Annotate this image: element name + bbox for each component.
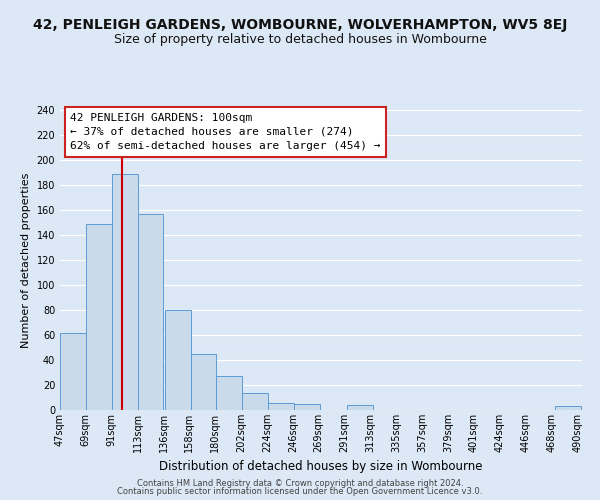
Text: Size of property relative to detached houses in Wombourne: Size of property relative to detached ho… [113,32,487,46]
Bar [164,310,191,410]
X-axis label: Distribution of detached houses by size in Wombourne: Distribution of detached houses by size … [159,460,483,473]
Bar [60,332,86,410]
Text: Contains public sector information licensed under the Open Government Licence v3: Contains public sector information licen… [118,487,482,496]
Bar [294,404,320,410]
Text: 42 PENLEIGH GARDENS: 100sqm
← 37% of detached houses are smaller (274)
62% of se: 42 PENLEIGH GARDENS: 100sqm ← 37% of det… [70,113,381,151]
Bar [242,392,268,410]
Y-axis label: Number of detached properties: Number of detached properties [21,172,31,348]
Bar [555,406,581,410]
Bar [347,405,373,410]
Bar [137,214,163,410]
Text: Contains HM Land Registry data © Crown copyright and database right 2024.: Contains HM Land Registry data © Crown c… [137,478,463,488]
Bar [86,224,112,410]
Bar [217,376,242,410]
Bar [191,354,217,410]
Bar [268,402,294,410]
Bar [112,174,137,410]
Text: 42, PENLEIGH GARDENS, WOMBOURNE, WOLVERHAMPTON, WV5 8EJ: 42, PENLEIGH GARDENS, WOMBOURNE, WOLVERH… [33,18,567,32]
